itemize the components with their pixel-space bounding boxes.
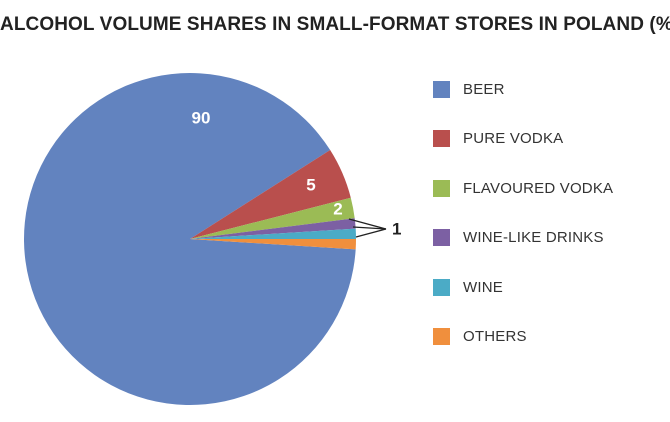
legend-item-beer: BEER xyxy=(433,79,613,99)
legend-swatch xyxy=(433,80,450,98)
slice-label-pure-vodka: 5 xyxy=(306,175,315,194)
pie-slice-beer xyxy=(23,72,356,405)
legend-item-wine-like-drinks: WINE-LIKE DRINKS xyxy=(433,228,613,248)
legend-label: WINE-LIKE DRINKS xyxy=(463,229,604,247)
legend-label: OTHERS xyxy=(463,328,527,346)
legend-swatch xyxy=(433,229,450,247)
pie-slice-pure-vodka xyxy=(190,150,351,239)
slice-label-beer: 90 xyxy=(192,108,211,127)
legend-label: WINE xyxy=(463,278,503,296)
legend-label: FLAVOURED VODKA xyxy=(463,179,614,197)
legend-label: BEER xyxy=(463,80,505,98)
legend-swatch xyxy=(433,278,450,296)
legend-swatch xyxy=(433,179,450,197)
legend-swatch xyxy=(433,328,450,346)
pie-slice-wine-like-drinks xyxy=(190,218,356,239)
legend-item-others: OTHERS xyxy=(433,327,613,347)
slice-label-flavoured-vodka: 2 xyxy=(333,199,342,218)
legend-item-flavoured-vodka: FLAVOURED VODKA xyxy=(433,178,613,198)
legend-item-wine: WINE xyxy=(433,277,613,297)
legend-label: PURE VODKA xyxy=(463,130,564,148)
chart-title: ALCOHOL VOLUME SHARES IN SMALL-FORMAT ST… xyxy=(0,14,670,35)
legend: BEER PURE VODKA FLAVOURED VODKA WINE-LIKE D… xyxy=(433,79,613,377)
callout-label: 1 xyxy=(392,219,401,238)
callout-line xyxy=(348,218,387,230)
callout-line xyxy=(355,228,387,238)
pie-slice-wine xyxy=(190,228,356,239)
legend-item-pure-vodka: PURE VODKA xyxy=(433,129,613,149)
legend-swatch xyxy=(433,130,450,148)
callout-line xyxy=(352,226,387,230)
pie-slice-flavoured-vodka xyxy=(190,197,355,239)
pie-slice-others xyxy=(190,239,356,250)
